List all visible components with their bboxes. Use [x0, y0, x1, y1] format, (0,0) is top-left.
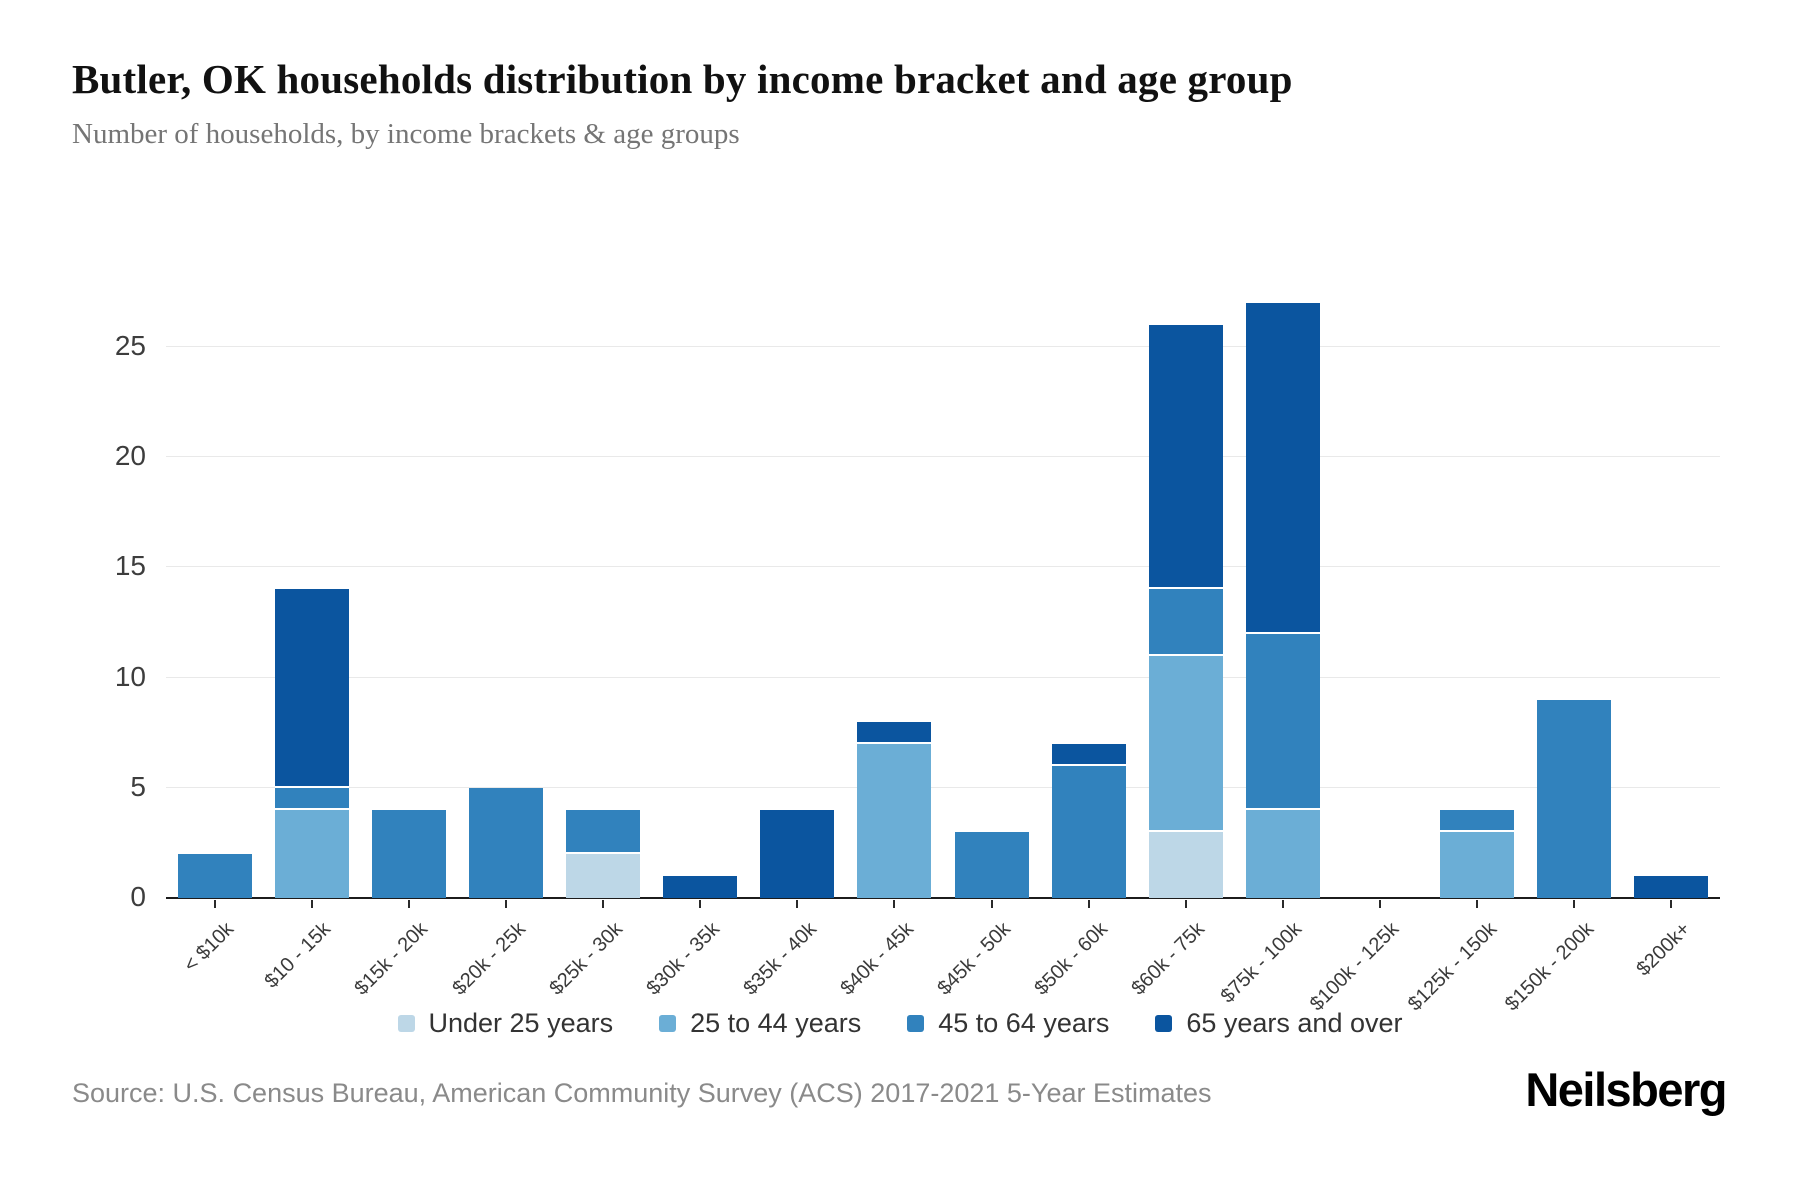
bar-segment-10-series-3[interactable] [1148, 324, 1223, 590]
y-gridline-15 [166, 566, 1720, 568]
plot-area: 0 5 10 15 20 25 < $10k $10 - 15k $15k - 20k $20k … [115, 300, 1720, 1015]
bar-segment-0-series-2[interactable] [177, 853, 252, 898]
x-tick [1281, 900, 1284, 908]
x-axis-line [166, 897, 1720, 899]
page-subtitle: Number of households, by income brackets… [72, 118, 740, 150]
legend: Under 25 years 25 to 44 years 45 to 64 yea… [0, 1008, 1800, 1039]
bar-segment-1-series-3[interactable] [274, 589, 349, 788]
x-axis-label: $25k - 30k [545, 918, 627, 1000]
y-gridline-10 [166, 676, 1720, 678]
bar-segment-14-series-2[interactable] [1537, 699, 1612, 898]
x-axis-label: < $10k [179, 918, 239, 977]
bar-segment-1-series-2[interactable] [274, 787, 349, 810]
x-tick [893, 900, 896, 908]
x-axis-label: $50k - 60k [1030, 918, 1113, 1000]
legend-item-3[interactable]: 65 years and over [1155, 1008, 1403, 1039]
x-axis-label: $45k - 50k [933, 918, 1016, 1000]
x-axis-label: $200k+ [1632, 918, 1695, 981]
y-axis-label-5: 5 [130, 770, 146, 802]
bar-segment-4-series-0[interactable] [566, 853, 641, 898]
legend-swatch-icon [659, 1015, 677, 1032]
x-axis-label: $125k - 150k [1403, 918, 1501, 1016]
x-axis-label: $150k - 200k [1500, 918, 1598, 1016]
x-tick [699, 900, 702, 908]
source-note: Source: U.S. Census Bureau, American Com… [72, 1078, 1212, 1108]
x-tick [1379, 900, 1382, 908]
x-tick [1573, 900, 1576, 908]
bar-segment-10-series-1[interactable] [1148, 655, 1223, 832]
legend-swatch-icon [1155, 1015, 1173, 1032]
neilsberg-logo: Neilsberg [1525, 1063, 1727, 1116]
x-axis-label: $75k - 100k [1217, 918, 1307, 1008]
legend-label: 25 to 44 years [690, 1008, 862, 1038]
legend-item-0[interactable]: Under 25 years [397, 1008, 614, 1039]
bar-segment-8-series-2[interactable] [954, 831, 1029, 898]
legend-item-1[interactable]: 25 to 44 years [659, 1008, 861, 1039]
x-axis-label: $20k - 25k [447, 918, 530, 1000]
legend-label: Under 25 years [428, 1008, 614, 1038]
x-axis-label: $100k - 125k [1306, 918, 1404, 1016]
legend-swatch-icon [907, 1015, 925, 1032]
bar-segment-10-series-0[interactable] [1148, 831, 1223, 898]
y-axis-label-25: 25 [114, 330, 146, 361]
legend-label: 65 years and over [1186, 1008, 1403, 1038]
y-axis-label-0: 0 [130, 881, 146, 912]
y-gridline-20 [166, 456, 1720, 458]
bar-segment-1-series-1[interactable] [274, 809, 349, 898]
y-axis-label-20: 20 [114, 440, 146, 472]
bar-segment-3-series-2[interactable] [468, 787, 543, 898]
x-tick [1087, 900, 1090, 908]
bar-segment-4-series-2[interactable] [566, 809, 641, 854]
x-tick [1670, 900, 1673, 908]
y-gridline-5 [166, 786, 1720, 788]
bar-segment-6-series-3[interactable] [760, 809, 835, 898]
bar-segment-7-series-3[interactable] [857, 721, 932, 744]
bar-segment-2-series-2[interactable] [371, 809, 446, 898]
bar-segment-9-series-3[interactable] [1051, 743, 1126, 766]
x-axis-label: $60k - 75k [1127, 918, 1210, 1000]
x-tick [407, 900, 410, 908]
page-title: Butler, OK households distribution by in… [72, 56, 1293, 102]
bar-segment-15-series-3[interactable] [1634, 875, 1709, 898]
x-axis-label: $15k - 20k [350, 918, 433, 1000]
x-tick [796, 900, 799, 908]
x-tick [504, 900, 507, 908]
bar-segment-13-series-1[interactable] [1440, 831, 1515, 898]
legend-item-2[interactable]: 45 to 64 years [907, 1008, 1109, 1039]
bar-segment-10-series-2[interactable] [1148, 589, 1223, 656]
x-tick [990, 900, 993, 908]
x-tick [310, 900, 313, 908]
x-axis-label: $40k - 45k [836, 918, 918, 1000]
x-tick [213, 900, 216, 908]
bar-segment-11-series-2[interactable] [1245, 633, 1320, 810]
bar-segment-5-series-3[interactable] [663, 875, 738, 898]
x-axis-label: $35k - 40k [739, 918, 821, 1000]
y-axis-label-10: 10 [114, 660, 146, 692]
legend-swatch-icon [397, 1015, 415, 1032]
bar-segment-7-series-1[interactable] [857, 743, 932, 898]
x-tick [602, 900, 605, 908]
x-tick [1184, 900, 1187, 908]
y-gridline-25 [166, 346, 1720, 347]
legend-label: 45 to 64 years [938, 1008, 1110, 1038]
y-axis-label-15: 15 [114, 550, 146, 582]
x-axis-label: $10 - 15k [260, 918, 336, 993]
bar-segment-13-series-2[interactable] [1440, 809, 1515, 832]
bar-segment-11-series-3[interactable] [1245, 302, 1320, 634]
x-axis-label: $30k - 35k [642, 918, 724, 1000]
bar-segment-9-series-2[interactable] [1051, 765, 1126, 898]
x-tick [1476, 900, 1479, 908]
bar-segment-11-series-1[interactable] [1245, 809, 1320, 898]
